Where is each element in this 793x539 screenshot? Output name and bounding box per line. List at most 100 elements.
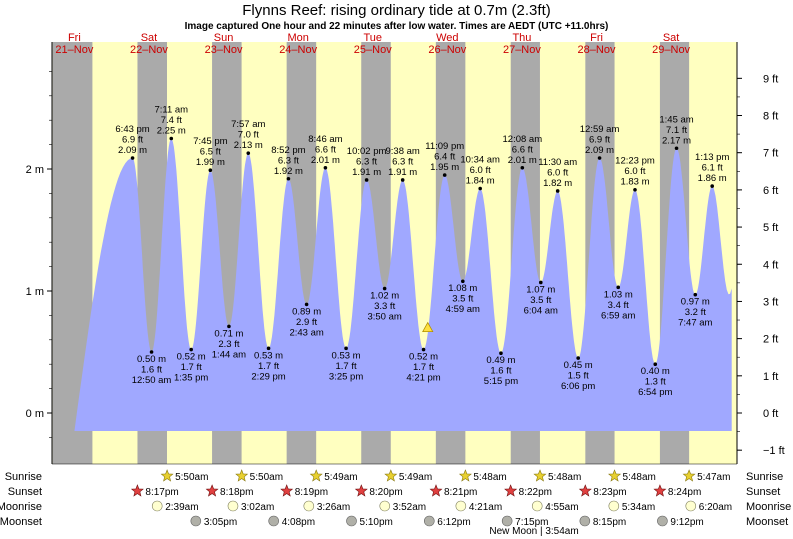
high-tide-marker xyxy=(520,165,525,170)
sunset-icon xyxy=(130,484,144,497)
low-tide-time: 3:50 am xyxy=(367,312,401,323)
low-tide-feet: 1.7 ft xyxy=(413,362,434,373)
header: Flynns Reef: rising ordinary tide at 0.7… xyxy=(185,2,609,32)
y-right-tick-label: 5 ft xyxy=(763,222,778,234)
low-tide-time: 6:04 am xyxy=(524,305,558,316)
high-tide-height: 2.09 m xyxy=(585,145,614,156)
low-tide-marker xyxy=(227,324,231,329)
moonrise-time: 4:55am xyxy=(545,502,578,513)
low-tide-height: 1.08 m xyxy=(448,283,477,294)
high-tide-feet: 6.9 ft xyxy=(589,135,610,146)
low-tide-feet: 1.7 ft xyxy=(181,362,202,373)
day-date: 25–Nov xyxy=(354,44,392,56)
y-right-tick-label: 7 ft xyxy=(763,148,778,160)
low-tide-feet: 3.5 ft xyxy=(452,294,473,305)
day-name: Tue xyxy=(363,32,382,44)
high-tide-feet: 6.4 ft xyxy=(434,152,455,163)
day-name: Thu xyxy=(512,32,531,44)
sunrise-time: 5:48am xyxy=(548,472,581,483)
moonrise-icon xyxy=(151,500,163,512)
sun-moon-rows: Sunrise Sunrise 5:50am 5:50am 5:49am 5:49am 5:… xyxy=(0,469,791,537)
low-tide-marker xyxy=(538,280,543,285)
high-tide-height: 1.82 m xyxy=(543,178,572,189)
high-tide-feet: 6.6 ft xyxy=(512,144,533,155)
high-tide-feet: 6.9 ft xyxy=(122,135,143,146)
low-tide-time: 5:15 pm xyxy=(484,376,518,387)
moonrise-icon xyxy=(685,500,697,512)
moonrise-icon xyxy=(608,500,620,512)
sunset-time: 8:24pm xyxy=(668,487,701,498)
moonrise-time: 6:20am xyxy=(699,502,732,513)
high-tide-time: 11:30 am xyxy=(538,157,577,168)
axes: 0 m 1 m 2 m −1 ft 0 ft 1 ft 2 ft 3 ft 4 ft 5 ft 6 … xyxy=(26,42,785,465)
sunset-time: 8:19pm xyxy=(295,487,328,498)
high-tide-time: 7:57 am xyxy=(231,119,265,130)
sunrise-icon xyxy=(682,469,696,482)
day-date: 28–Nov xyxy=(578,44,616,56)
high-tide-height: 2.25 m xyxy=(157,126,186,137)
sunrise-time: 5:50am xyxy=(250,472,283,483)
low-tide-feet: 3.3 ft xyxy=(374,301,395,312)
low-tide-marker xyxy=(149,350,154,354)
high-tide-height: 1.84 m xyxy=(466,176,495,187)
low-tide-feet: 1.7 ft xyxy=(258,361,279,372)
row-label-right-moonrise: Moonrise xyxy=(746,501,791,513)
high-tide-time: 6:43 pm xyxy=(115,124,149,135)
sunrise-time: 5:47am xyxy=(697,472,730,483)
low-tide-time: 12:50 am xyxy=(132,375,172,386)
y-right-tick-label: 3 ft xyxy=(763,296,778,308)
day-date: 23–Nov xyxy=(205,44,243,56)
low-tide-time: 6:59 am xyxy=(601,310,635,321)
low-tide-height: 0.89 m xyxy=(292,306,321,317)
high-tide-time: 10:34 am xyxy=(460,155,500,166)
low-tide-time: 6:06 pm xyxy=(561,381,595,392)
high-tide-feet: 6.3 ft xyxy=(278,155,299,166)
high-tide-height: 1.86 m xyxy=(698,173,727,184)
moonset-time: 7:15pm xyxy=(515,517,548,528)
high-tide-marker xyxy=(169,136,174,141)
moonrise-time: 5:34am xyxy=(622,502,655,513)
sunset-icon xyxy=(504,484,518,497)
sunrise-icon xyxy=(160,469,174,482)
high-tide-height: 1.92 m xyxy=(274,166,303,177)
low-tide-marker xyxy=(693,292,698,297)
low-tide-feet: 3.4 ft xyxy=(608,300,629,311)
sunrise-time: 5:49am xyxy=(399,472,432,483)
day-name: Sat xyxy=(663,32,680,44)
y-right-tick-label: 9 ft xyxy=(763,73,778,85)
low-tide-height: 0.50 m xyxy=(137,354,166,365)
moonset-icon xyxy=(346,515,357,527)
low-tide-time: 4:21 pm xyxy=(406,373,440,384)
moonrise-icon xyxy=(227,500,239,512)
low-tide-feet: 2.3 ft xyxy=(218,339,239,350)
high-tide-height: 2.09 m xyxy=(118,145,147,156)
day-name: Wed xyxy=(436,32,458,44)
low-tide-feet: 1.7 ft xyxy=(336,361,357,372)
day-date: 24–Nov xyxy=(279,44,317,56)
low-tide-height: 0.40 m xyxy=(641,366,670,377)
day-headers: Fri21–NovSat22–NovSun23–NovMon24–NovTue2… xyxy=(55,32,690,56)
high-tide-height: 1.91 m xyxy=(388,167,417,178)
high-tide-time: 1:13 pm xyxy=(695,152,729,163)
low-tide-time: 1:35 pm xyxy=(174,373,208,384)
high-tide-time: 7:11 am xyxy=(154,105,188,116)
low-tide-height: 0.71 m xyxy=(214,328,243,339)
moonrise-time: 2:39am xyxy=(165,502,198,513)
high-tide-time: 12:08 am xyxy=(503,134,543,145)
moonrise-icon xyxy=(303,500,315,512)
moonset-time: 4:08pm xyxy=(282,517,315,528)
y-right-tick-label: 0 ft xyxy=(763,408,778,420)
moonset-icon xyxy=(190,515,202,527)
high-tide-marker xyxy=(400,178,405,182)
moonset-icon xyxy=(657,515,668,527)
sunrise-time: 5:48am xyxy=(623,472,656,483)
low-tide-marker xyxy=(421,347,426,352)
low-tide-height: 0.53 m xyxy=(332,350,361,361)
high-tide-height: 2.01 m xyxy=(311,155,340,166)
sunset-time: 8:23pm xyxy=(593,487,626,498)
high-tide-marker xyxy=(633,187,637,192)
low-tide-time: 7:47 am xyxy=(678,318,712,329)
sunrise-time: 5:48am xyxy=(473,472,506,483)
new-moon-label: New Moon | 3:54am xyxy=(489,526,578,537)
